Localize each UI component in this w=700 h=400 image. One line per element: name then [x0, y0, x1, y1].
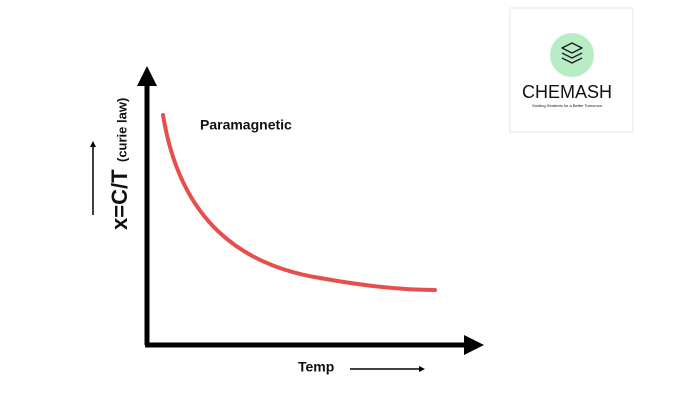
y-label-group: x=C/T (curie law) [107, 98, 132, 230]
curve-label: Paramagnetic [200, 117, 292, 133]
logo-icon [561, 42, 583, 64]
x-label: Temp [298, 359, 334, 375]
logo-tagline: Guiding Students for a Better Tomorrow [532, 103, 602, 108]
logo-circle [550, 33, 594, 77]
logo-name: CHEMASH [522, 82, 612, 102]
y-label: x=C/T [107, 169, 132, 230]
logo: CHEMASH Guiding Students for a Better To… [509, 7, 634, 133]
y-label-note: (curie law) [114, 98, 129, 162]
curve [161, 113, 437, 292]
